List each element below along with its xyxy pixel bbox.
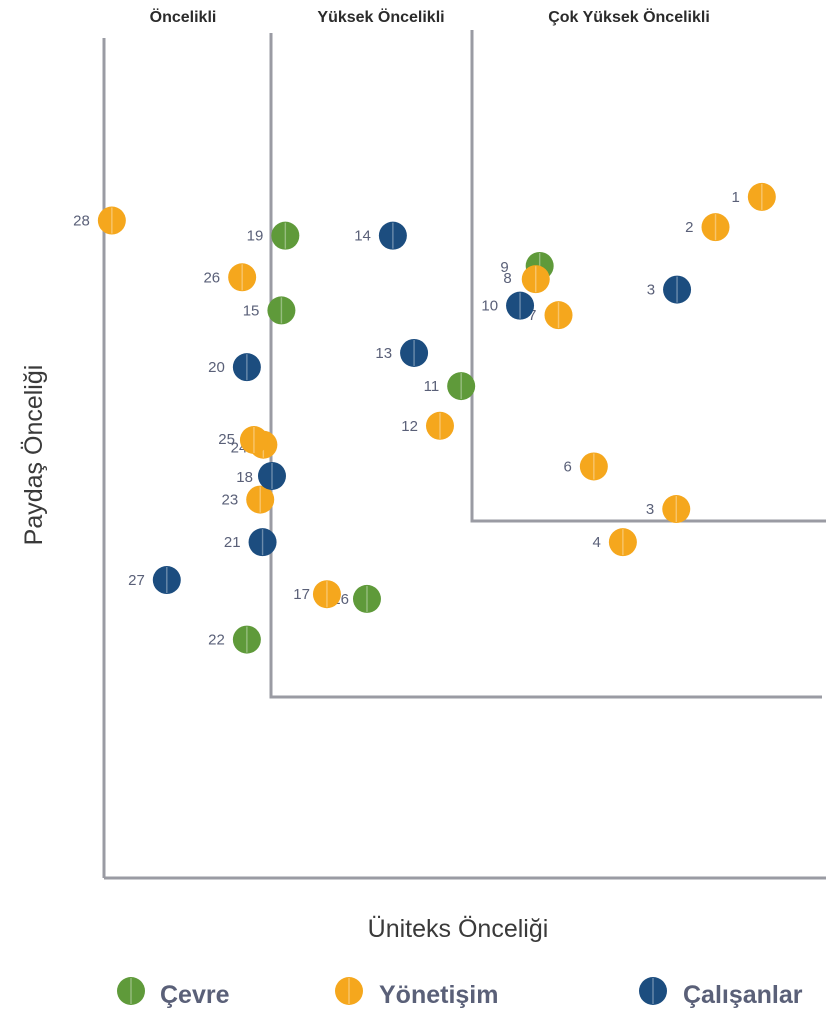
marker-calisanlar-21 — [248, 528, 277, 557]
y-axis-title: Paydaş Önceliği — [20, 365, 48, 546]
point-cevre-19: 19 — [247, 221, 300, 250]
marker-yonetisim-3 — [662, 495, 691, 524]
point-label-yonetisim-1: 1 — [731, 189, 739, 206]
point-label-yonetisim-2: 2 — [685, 219, 693, 236]
legend-label-yonetisim: Yönetişim — [379, 981, 498, 1009]
point-label-yonetisim-28: 28 — [73, 213, 90, 230]
marker-calisanlar-13 — [400, 338, 429, 367]
marker-yonetisim-17 — [312, 580, 341, 609]
marker-yonetisim-12 — [425, 411, 454, 440]
point-label-cevre-9: 9 — [500, 259, 508, 276]
point-calisanlar-18: 18 — [236, 461, 286, 490]
marker-cevre-16 — [352, 584, 381, 613]
marker-cevre-11 — [447, 372, 476, 401]
marker-yonetisim-7 — [544, 301, 573, 330]
zone-boundary-very-high — [470, 30, 826, 523]
point-calisanlar-21: 21 — [224, 528, 277, 557]
point-calisanlar-27: 27 — [128, 566, 181, 595]
point-yonetisim-25: 25 — [218, 426, 268, 455]
legend: Çevre Yönetişim Çalışanlar — [117, 977, 803, 1009]
point-yonetisim-17: 17 — [293, 580, 341, 609]
point-calisanlar-13: 13 — [375, 338, 429, 367]
point-calisanlar-3: 3 — [647, 275, 692, 304]
point-yonetisim-26: 26 — [203, 263, 257, 292]
marker-calisanlar-10 — [506, 291, 535, 320]
point-yonetisim-4: 4 — [593, 528, 637, 557]
marker-cevre-22 — [232, 625, 261, 654]
point-yonetisim-6: 6 — [563, 452, 608, 481]
point-label-yonetisim-3: 3 — [646, 501, 654, 518]
marker-yonetisim-25 — [239, 426, 268, 455]
zone-boundary-high — [269, 33, 822, 699]
point-label-cevre-15: 15 — [243, 302, 260, 319]
legend-item-calisanlar: Çalışanlar — [639, 977, 803, 1009]
legend-item-yonetisim: Yönetişim — [335, 977, 498, 1009]
point-label-calisanlar-3: 3 — [647, 282, 655, 299]
marker-yonetisim-23 — [246, 485, 275, 514]
point-cevre-15: 15 — [243, 296, 296, 325]
zone-label-yuksek-oncelikli: Yüksek Öncelikli — [317, 7, 444, 26]
marker-cevre-15 — [267, 296, 296, 325]
legend-marker-calisanlar — [639, 977, 667, 1005]
point-cevre-11: 11 — [424, 372, 476, 401]
point-label-calisanlar-21: 21 — [224, 534, 241, 551]
point-yonetisim-28: 28 — [73, 206, 126, 235]
point-label-yonetisim-26: 26 — [203, 269, 220, 286]
point-label-calisanlar-18: 18 — [236, 469, 253, 486]
point-label-yonetisim-8: 8 — [503, 270, 511, 287]
marker-calisanlar-20 — [232, 353, 261, 382]
point-yonetisim-2: 2 — [685, 213, 730, 242]
legend-marker-cevre — [117, 977, 145, 1005]
point-label-yonetisim-6: 6 — [563, 458, 571, 475]
legend-label-cevre: Çevre — [160, 981, 230, 1009]
point-yonetisim-23: 23 — [222, 485, 275, 514]
legend-marker-yonetisim — [335, 977, 363, 1005]
marker-cevre-19 — [271, 221, 300, 250]
point-label-yonetisim-23: 23 — [222, 492, 239, 509]
data-points: 9111516192212346781217232425262831013141… — [73, 182, 776, 654]
point-label-calisanlar-14: 14 — [354, 228, 371, 245]
point-label-calisanlar-27: 27 — [128, 572, 145, 589]
point-yonetisim-7: 7 — [528, 301, 573, 330]
marker-yonetisim-8 — [521, 265, 550, 294]
point-label-yonetisim-7: 7 — [528, 307, 536, 324]
marker-calisanlar-3 — [663, 275, 692, 304]
marker-yonetisim-26 — [228, 263, 257, 292]
point-label-cevre-11: 11 — [424, 378, 440, 395]
point-label-yonetisim-17: 17 — [293, 586, 310, 603]
point-yonetisim-8: 8 — [503, 265, 550, 294]
point-cevre-22: 22 — [208, 625, 261, 654]
point-calisanlar-20: 20 — [208, 353, 261, 382]
point-label-calisanlar-10: 10 — [481, 298, 498, 315]
marker-yonetisim-2 — [701, 213, 730, 242]
point-label-cevre-22: 22 — [208, 632, 225, 649]
marker-calisanlar-18 — [257, 461, 286, 490]
point-label-yonetisim-12: 12 — [401, 418, 418, 435]
marker-yonetisim-28 — [97, 206, 126, 235]
marker-calisanlar-14 — [378, 221, 407, 250]
point-label-yonetisim-25: 25 — [218, 431, 235, 448]
point-label-calisanlar-13: 13 — [375, 345, 392, 362]
zone-label-oncelikli: Öncelikli — [150, 7, 217, 26]
point-label-cevre-19: 19 — [247, 228, 264, 245]
marker-yonetisim-6 — [579, 452, 608, 481]
point-calisanlar-14: 14 — [354, 221, 407, 250]
point-label-yonetisim-4: 4 — [593, 534, 601, 551]
point-yonetisim-3: 3 — [646, 495, 691, 524]
x-axis-title: Üniteks Önceliği — [368, 915, 549, 943]
legend-item-cevre: Çevre — [117, 977, 230, 1009]
point-calisanlar-10: 10 — [481, 291, 535, 320]
point-label-calisanlar-20: 20 — [208, 359, 225, 376]
point-yonetisim-1: 1 — [731, 182, 776, 211]
point-yonetisim-12: 12 — [401, 411, 454, 440]
marker-calisanlar-27 — [152, 566, 181, 595]
marker-yonetisim-1 — [747, 182, 776, 211]
zone-label-cok-yuksek-oncelikli: Çok Yüksek Öncelikli — [548, 7, 710, 26]
marker-yonetisim-4 — [608, 528, 637, 557]
legend-label-calisanlar: Çalışanlar — [683, 981, 803, 1009]
